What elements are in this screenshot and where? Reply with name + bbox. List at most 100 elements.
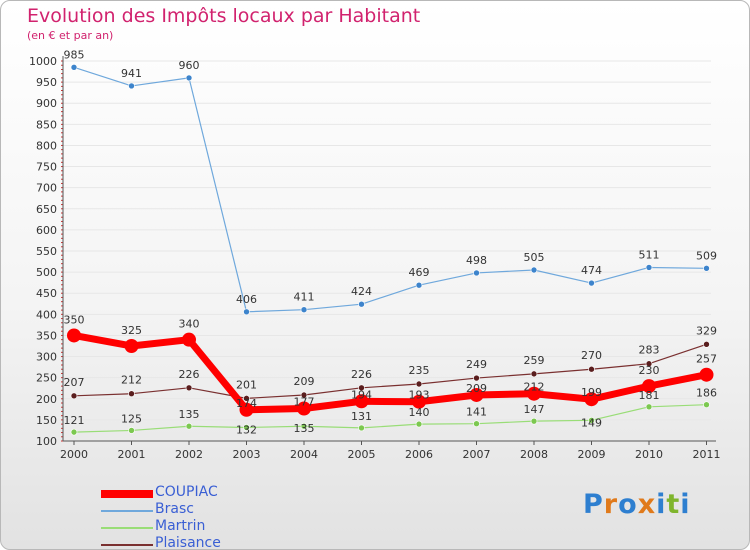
data-point-brasc — [473, 269, 480, 277]
data-label-brasc: 474 — [581, 264, 602, 277]
data-label-brasc: 406 — [236, 293, 257, 306]
data-point-martrin — [415, 420, 423, 428]
y-tick-label: 850 — [36, 118, 57, 131]
data-label-brasc: 960 — [179, 59, 200, 72]
data-point-coupiac — [642, 379, 656, 394]
data-label-plaisance: 249 — [466, 358, 487, 371]
data-label-martrin: 131 — [351, 410, 372, 423]
y-tick-label: 200 — [36, 393, 57, 406]
data-point-coupiac — [124, 339, 139, 353]
data-label-plaisance: 207 — [64, 376, 85, 389]
data-point-martrin — [128, 427, 135, 434]
legend-label: Brasc — [155, 501, 194, 517]
data-point-plaisance — [473, 374, 480, 382]
y-tick-label: 950 — [36, 76, 57, 89]
data-label-martrin: 141 — [466, 406, 487, 419]
data-point-plaisance — [645, 360, 653, 368]
x-tick-label: 2011 — [693, 448, 721, 461]
x-tick-label: 2004 — [290, 448, 318, 461]
data-label-martrin: 121 — [64, 414, 85, 427]
data-label-coupiac: 350 — [64, 313, 85, 326]
series-line-martrin — [73, 404, 708, 433]
data-label-plaisance: 209 — [294, 375, 315, 388]
legend-label: COUPIAC — [155, 484, 218, 500]
data-point-brasc — [185, 74, 193, 82]
y-tick-label: 450 — [36, 287, 57, 300]
data-label-coupiac: 340 — [179, 318, 200, 331]
y-tick-label: 900 — [36, 97, 57, 110]
legend-swatch — [101, 510, 153, 512]
data-label-martrin: 135 — [179, 408, 200, 421]
data-label-brasc: 505 — [524, 251, 545, 264]
logo-letter: i — [656, 489, 667, 520]
chart-title: Evolution des Impôts locaux par Habitant — [27, 5, 421, 27]
x-tick-label: 2003 — [233, 448, 261, 461]
data-point-martrin — [300, 422, 308, 430]
logo-letter: P — [583, 489, 604, 520]
data-point-coupiac — [469, 387, 484, 402]
data-label-coupiac: 194 — [351, 388, 372, 401]
chart-subtitle: (en € et par an) — [27, 29, 114, 42]
x-tick-label: 2006 — [405, 448, 433, 461]
data-label-plaisance: 201 — [236, 378, 257, 391]
data-point-coupiac — [584, 392, 599, 407]
y-tick-label: 100 — [36, 435, 57, 448]
data-label-brasc: 424 — [351, 285, 372, 298]
data-label-plaisance: 270 — [581, 349, 602, 362]
data-point-brasc — [243, 308, 250, 316]
data-point-martrin — [243, 424, 250, 431]
y-tick-label: 250 — [36, 372, 57, 385]
legend-label: Martrin — [155, 518, 206, 534]
y-tick-label: 1000 — [29, 55, 57, 68]
data-label-martrin: 125 — [121, 412, 142, 425]
data-label-coupiac: 209 — [466, 382, 487, 395]
data-label-martrin: 181 — [639, 389, 660, 402]
logo-letter: t — [666, 489, 681, 520]
data-point-martrin — [358, 424, 365, 432]
data-point-coupiac — [699, 367, 714, 382]
data-label-coupiac: 177 — [294, 395, 315, 408]
y-tick-label: 550 — [36, 245, 57, 258]
y-tick-label: 300 — [36, 351, 57, 364]
data-point-brasc — [588, 279, 595, 287]
data-point-plaisance — [185, 384, 193, 392]
y-tick-label: 600 — [36, 224, 57, 237]
y-tick-label: 500 — [36, 266, 57, 279]
data-label-coupiac: 230 — [639, 364, 660, 377]
y-tick-label: 150 — [36, 414, 57, 427]
x-tick-label: 2010 — [635, 448, 663, 461]
y-tick-label: 400 — [36, 308, 57, 321]
data-label-brasc: 985 — [64, 48, 85, 61]
data-label-brasc: 469 — [409, 266, 430, 279]
data-point-coupiac — [239, 402, 254, 417]
data-label-martrin: 135 — [294, 422, 315, 435]
data-label-martrin: 132 — [236, 423, 257, 436]
data-point-coupiac — [67, 328, 81, 343]
data-point-plaisance — [358, 384, 365, 392]
data-label-martrin: 140 — [409, 406, 430, 419]
series-line-plaisance — [73, 343, 708, 399]
data-point-brasc — [703, 265, 710, 272]
x-tick-label: 2002 — [175, 448, 203, 461]
y-tick-label: 700 — [36, 182, 57, 195]
data-label-brasc: 498 — [466, 254, 487, 267]
data-point-martrin — [588, 417, 595, 424]
data-point-plaisance — [530, 370, 538, 378]
data-label-coupiac: 212 — [524, 381, 545, 394]
logo-letter: x — [637, 489, 657, 520]
data-point-brasc — [70, 64, 78, 71]
y-tick-label: 650 — [36, 203, 57, 216]
series-line-brasc — [73, 66, 708, 313]
data-label-brasc: 511 — [639, 248, 660, 261]
legend-label: Plaisance — [155, 535, 221, 550]
data-point-brasc — [358, 300, 365, 308]
data-label-coupiac: 193 — [409, 389, 430, 402]
data-label-martrin: 149 — [581, 416, 602, 429]
data-point-plaisance — [588, 365, 595, 373]
data-point-plaisance — [70, 392, 78, 400]
data-point-coupiac — [354, 394, 369, 409]
data-point-coupiac — [182, 332, 196, 347]
x-tick-label: 2007 — [463, 448, 491, 461]
data-point-plaisance — [128, 390, 135, 398]
y-tick-label: 800 — [36, 139, 57, 152]
